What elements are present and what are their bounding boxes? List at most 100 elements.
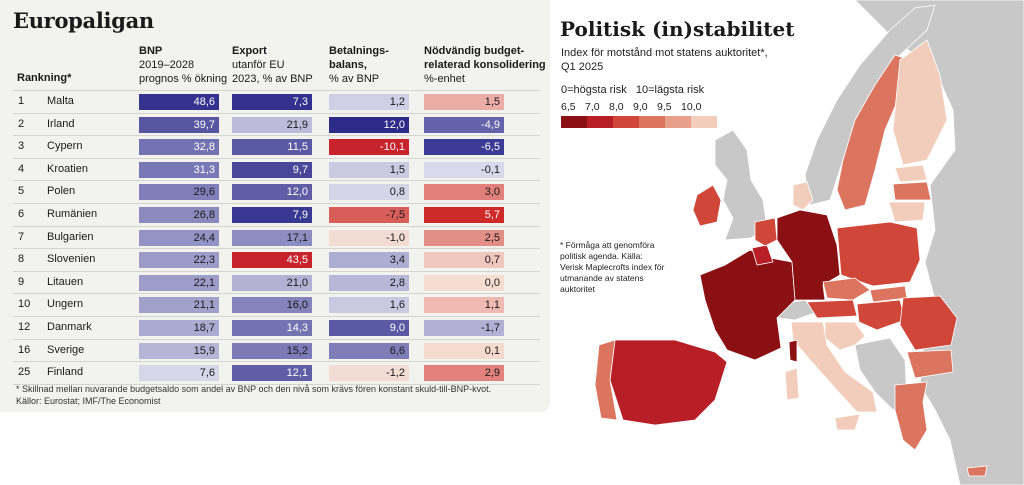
cell-balance: -1,2 (329, 365, 409, 382)
cell-consol: 5,7 (424, 206, 504, 223)
map-subtitle: Index för motstånd mot statens auktorite… (561, 47, 768, 73)
cell-gdp: 24,4 (139, 229, 219, 246)
map-hungary (856, 299, 906, 331)
map-poland (836, 221, 921, 287)
row-country: Polen (47, 185, 76, 198)
row-rank: 8 (18, 253, 25, 266)
footnote: * Skillnad mellan nuvarande budgetsaldo … (16, 384, 492, 406)
row-country: Litauen (47, 275, 84, 288)
table-row: 7 Bulgarien 24,4 17,1 -1,0 2,5 (13, 225, 540, 249)
legend-swatch (613, 116, 639, 128)
row-country: Kroatien (47, 162, 88, 175)
legend-swatch (561, 116, 587, 128)
row-country: Rumänien (47, 207, 98, 220)
legend-tick: 9,5 (657, 101, 672, 113)
cell-consol: 3,0 (424, 184, 504, 201)
row-rank: 10 (18, 298, 31, 311)
row-country: Ungern (47, 298, 84, 311)
cell-balance: 1,2 (329, 94, 409, 110)
row-rank: 25 (18, 366, 31, 379)
map-ireland (692, 184, 722, 227)
row-rank: 1 (18, 95, 25, 107)
table-row: 5 Polen 29,6 12,0 0,8 3,0 (13, 180, 540, 203)
row-country: Finland (47, 366, 84, 379)
cell-consol: -1,7 (424, 319, 504, 336)
legend-swatch (691, 116, 717, 128)
header-gdp: BNP 2019–2028 prognos % ökning (139, 45, 228, 85)
cell-export: 12,1 (232, 365, 312, 382)
cell-consol: -4,9 (424, 116, 504, 133)
map-netherlands (754, 217, 778, 247)
cell-export: 15,2 (232, 342, 312, 359)
cell-consol: -6,5 (424, 139, 504, 156)
table-row: 8 Slovenien 22,3 43,5 3,4 0,7 (13, 248, 540, 271)
cell-export: 43,5 (232, 252, 312, 269)
cell-consol: 2,5 (424, 229, 504, 246)
legend-swatch (587, 116, 613, 128)
map-spain (609, 339, 728, 426)
cell-export: 9,7 (232, 161, 312, 178)
cell-consol: 2,9 (424, 365, 504, 382)
map-italy (790, 321, 878, 413)
cell-consol: 0,7 (424, 252, 504, 269)
cell-balance: 6,6 (329, 342, 409, 359)
cell-balance: 0,8 (329, 184, 409, 201)
map-finland (892, 39, 948, 166)
table-row: 3 Cypern 32,8 11,5 -10,1 -6,5 (13, 135, 540, 158)
cell-export: 7,3 (232, 94, 312, 110)
table-row: 4 Kroatien 31,3 9,7 1,5 -0,1 (13, 157, 540, 181)
cell-consol: 0,0 (424, 274, 504, 291)
table-row: 10 Ungern 21,1 16,0 1,6 1,1 (13, 293, 540, 316)
table-row: 9 Litauen 22,1 21,0 2,8 0,0 (13, 270, 540, 294)
cell-consol: 1,5 (424, 94, 504, 110)
cell-export: 17,1 (232, 229, 312, 246)
legend-tick: 6,5 (561, 101, 576, 113)
map-grey-uk (714, 129, 768, 241)
cell-export: 21,0 (232, 274, 312, 291)
row-country: Bulgarien (47, 230, 94, 243)
table-row: 1 Malta 48,6 7,3 1,2 1,5 (13, 90, 540, 113)
cell-consol: 1,1 (424, 297, 504, 314)
map-source-note: * Förmåga att genomföra politisk agenda.… (560, 240, 665, 294)
map-sardinia (784, 367, 800, 401)
map-denmark (792, 181, 814, 211)
cell-export: 16,0 (232, 297, 312, 314)
row-country: Sverige (47, 343, 85, 356)
row-country: Irland (47, 117, 75, 130)
cell-gdp: 48,6 (139, 94, 219, 110)
table-row: 25 Finland 7,6 12,1 -1,2 2,9 (13, 361, 540, 385)
row-rank: 16 (18, 343, 31, 356)
cell-export: 11,5 (232, 139, 312, 156)
map-sweden (836, 54, 911, 211)
table-row: 6 Rumänien 26,8 7,9 -7,5 5,7 (13, 202, 540, 226)
cell-gdp: 39,7 (139, 116, 219, 133)
cell-gdp: 18,7 (139, 319, 219, 336)
map-belgium (751, 244, 774, 266)
legend-tick: 9,0 (633, 101, 648, 113)
table-row: 12 Danmark 18,7 14,3 9,0 -1,7 (13, 315, 540, 339)
league-table-panel: Europaligan BNP 2019–2028 prognos % ökni… (0, 0, 550, 412)
legend-swatch (639, 116, 665, 128)
header-export: Export utanför EU 2023, % av BNP (232, 45, 313, 85)
map-bulgaria (906, 349, 954, 379)
row-rank: 3 (18, 140, 25, 153)
cell-export: 14,3 (232, 319, 312, 336)
legend-swatch (665, 116, 691, 128)
header-balance: Betalnings- balans, % av BNP (329, 45, 389, 85)
cell-gdp: 22,1 (139, 274, 219, 291)
cell-balance: -10,1 (329, 139, 409, 156)
cell-gdp: 26,8 (139, 206, 219, 223)
legend-tick: 10,0 (681, 101, 702, 113)
row-country: Malta (47, 95, 74, 107)
table-body: 1 Malta 48,6 7,3 1,2 1,5 2 Irland 39,7 21,9 12,0 -4… (13, 90, 540, 385)
cell-balance: -7,5 (329, 206, 409, 223)
map-austria (806, 299, 858, 319)
row-country: Cypern (47, 140, 83, 153)
cell-export: 7,9 (232, 206, 312, 223)
table-title: Europaligan (13, 8, 154, 33)
cell-balance: -1,0 (329, 229, 409, 246)
cell-gdp: 29,6 (139, 184, 219, 201)
cell-gdp: 31,3 (139, 161, 219, 178)
map-sicily (834, 413, 861, 431)
map-grey-norway (804, 4, 936, 206)
